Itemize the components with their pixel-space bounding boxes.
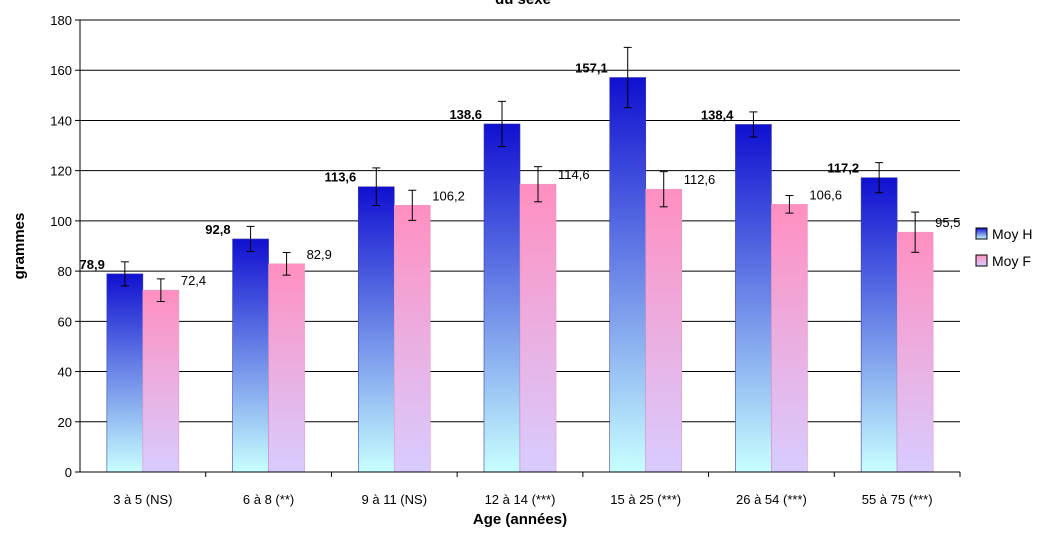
bar-moy-f [393,205,431,473]
bar-moy-h [735,124,772,473]
bar-moy-f [645,188,683,473]
data-label-moy-f: 106,2 [432,188,465,203]
y-tick-label: 0 [65,465,72,480]
bar-moy-f [519,183,557,473]
data-label-moy-f: 112,6 [684,172,716,187]
data-label-moy-h: 138,6 [449,107,482,122]
bar-moy-f [771,204,808,473]
x-tick-label: 9 à 11 (NS) [362,492,428,507]
y-tick-label: 20 [58,415,72,430]
data-label-moy-h: 138,4 [701,107,734,122]
x-tick-label: 55 à 75 (***) [862,492,933,507]
legend-swatch-h [975,227,988,240]
bar-moy-h [609,77,647,473]
legend-label-f: Moy F [992,253,1031,269]
x-tick-label: 6 à 8 (**) [243,492,294,507]
bar-moy-f [896,231,934,473]
data-label-moy-h: 78,9 [80,257,105,272]
y-tick-label: 60 [58,314,72,329]
bar-moy-h [106,273,144,473]
bar-moy-f [268,263,305,473]
y-axis-title: grammes [11,213,28,280]
bar-moy-h [232,238,269,473]
chart-title: du sexe [495,0,551,8]
data-label-moy-h: 92,8 [205,222,230,237]
x-tick-labels: 3 à 5 (NS) 6 à 8 (**) 9 à 11 (NS) 12 à 14 (… [113,472,961,507]
y-tick-label: 180 [50,13,72,28]
y-tick-label: 140 [50,113,72,128]
y-tick-label: 80 [58,264,72,279]
bar-moy-f [142,289,180,473]
data-label-moy-h: 157,1 [575,61,608,76]
data-label-moy-f: 95,5 [935,215,960,230]
x-tick-label: 12 à 14 (***) [485,492,556,507]
legend-label-h: Moy H [992,226,1032,242]
data-label-moy-h: 117,2 [827,161,859,176]
x-tick-label: 3 à 5 (NS) [113,492,172,507]
legend-swatch-f [975,254,988,267]
bars: 78,9 72,4 92,8 82,9 113,6 106,2 138,6 114,6 157,… [80,46,960,473]
data-label-moy-h: 113,6 [324,170,356,185]
data-label-moy-f: 114,6 [558,167,590,182]
y-tick-labels: 0 20 40 60 80 100 120 140 160 180 [50,13,72,480]
y-tick-label: 100 [50,214,72,229]
x-tick-label: 26 à 54 (***) [736,492,807,507]
data-label-moy-f: 82,9 [307,247,332,262]
bar-moy-h [860,177,898,473]
data-label-moy-f: 72,4 [181,273,206,288]
bar-moy-h [483,123,521,473]
y-tick-label: 40 [58,365,72,380]
x-tick-label: 15 à 25 (***) [610,492,681,507]
bar-moy-h [357,186,395,473]
data-label-moy-f: 106,6 [809,187,842,202]
y-tick-label: 120 [50,164,72,179]
y-tick-label: 160 [50,63,72,78]
legend: Moy H Moy F [975,226,1032,269]
x-axis-title: Age (années) [473,511,567,528]
